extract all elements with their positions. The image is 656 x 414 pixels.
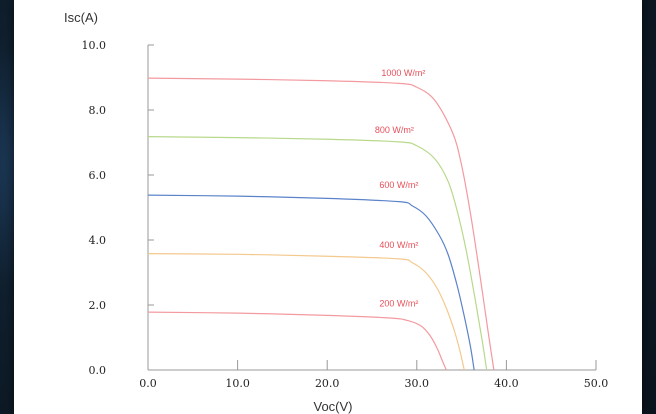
x-axis-title: Voc(V): [313, 399, 352, 414]
ticks: 0.0 10.0 20.0 30.0 40.0 50.0 0.0 2.0 4.0 6.0 8.0 10…: [82, 39, 609, 390]
series-label-2: 600 W/m²: [379, 180, 418, 190]
chart-panel: [14, 0, 642, 414]
x-tick-label: 10.0: [225, 377, 250, 390]
series-line-4: [147, 311, 447, 371]
series-group: [147, 77, 495, 371]
x-tick-label: 0.0: [139, 377, 157, 390]
y-axis-title: Isc(A): [64, 10, 98, 25]
series-labels: 1000 W/m² 800 W/m² 600 W/m² 400 W/m² 200 W/m…: [375, 68, 425, 309]
y-tick-label: 10.0: [82, 39, 107, 52]
axes: [147, 45, 596, 371]
x-tick-label: 50.0: [584, 377, 609, 390]
y-tick-label: 6.0: [89, 169, 107, 182]
series-line-2: [147, 194, 475, 371]
x-tick-label: 40.0: [494, 377, 519, 390]
series-label-4: 200 W/m²: [379, 299, 418, 309]
y-tick-label: 8.0: [89, 104, 107, 117]
y-tick-label: 0.0: [89, 364, 107, 377]
series-label-1: 800 W/m²: [375, 125, 414, 135]
x-tick-label: 30.0: [405, 377, 430, 390]
series-label-3: 400 W/m²: [379, 240, 418, 250]
series-line-0: [147, 77, 495, 371]
series-line-1: [147, 136, 488, 371]
x-tick-label: 20.0: [315, 377, 340, 390]
y-tick-label: 4.0: [89, 234, 107, 247]
series-label-0: 1000 W/m²: [381, 68, 425, 78]
y-tick-label: 2.0: [89, 299, 107, 312]
series-line-3: [147, 253, 465, 371]
